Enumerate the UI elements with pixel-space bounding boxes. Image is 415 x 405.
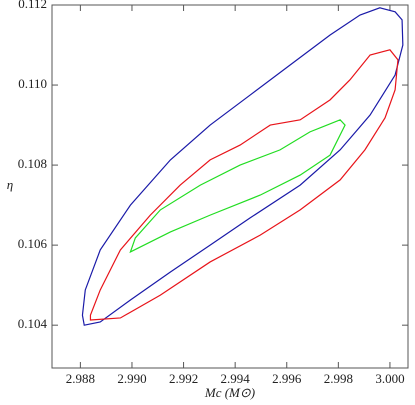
x-tick-label: 2.992: [169, 371, 198, 386]
x-tick-label: 2.990: [117, 371, 146, 386]
y-tick-label: 0.112: [18, 0, 47, 11]
y-tick-label: 0.110: [18, 76, 47, 91]
x-tick-label: 2.988: [66, 371, 95, 386]
contour-line: [89, 49, 399, 321]
y-axis-label: η: [7, 177, 13, 192]
x-tick-label: 3.000: [375, 371, 404, 386]
x-tick-label: 2.994: [221, 371, 251, 386]
contour-line: [81, 7, 404, 326]
plot-frame: [51, 4, 409, 369]
y-tick-label: 0.106: [18, 236, 48, 251]
y-tick-label: 0.108: [18, 156, 47, 171]
x-tick-label: 2.998: [324, 371, 353, 386]
x-tick-label: 2.996: [272, 371, 302, 386]
contour-line: [129, 119, 346, 254]
y-tick-label: 0.104: [18, 316, 48, 331]
x-axis-label: Mc (M⊙): [204, 385, 255, 400]
